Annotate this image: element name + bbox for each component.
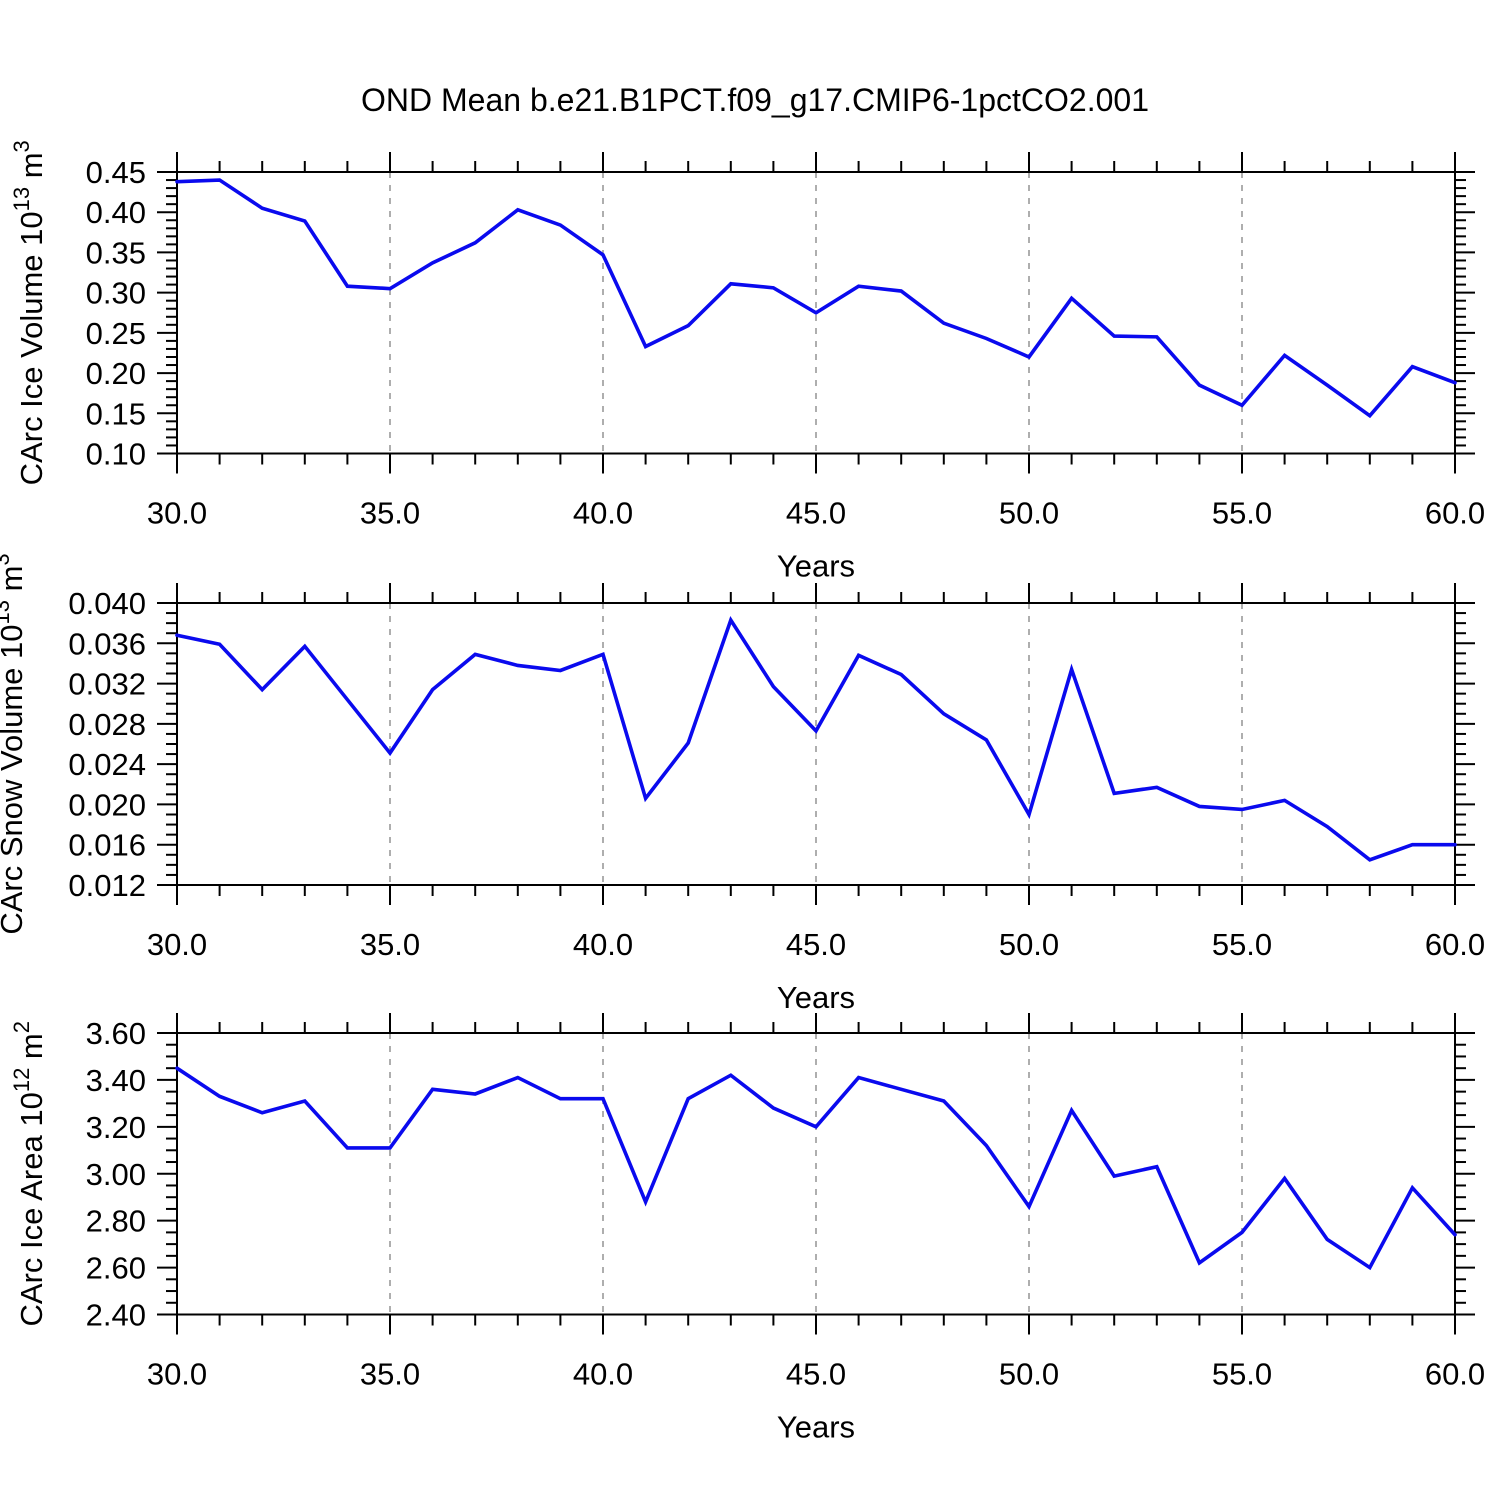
svg-text:0.040: 0.040 bbox=[68, 586, 146, 621]
y-tick-labels: 0.040 0.036 0.032 0.028 0.024 0.020 0.016 0.012 bbox=[68, 586, 146, 903]
data-line bbox=[175, 178, 1457, 419]
svg-text:0.036: 0.036 bbox=[68, 626, 146, 661]
plot-frame bbox=[176, 602, 1456, 886]
svg-text:50.0: 50.0 bbox=[999, 927, 1059, 962]
svg-text:60.0: 60.0 bbox=[1425, 927, 1485, 962]
ticks bbox=[157, 1013, 1475, 1335]
svg-text:60.0: 60.0 bbox=[1425, 1357, 1485, 1392]
svg-text:45.0: 45.0 bbox=[786, 1357, 846, 1392]
y-tick-labels: 3.60 3.40 3.20 3.00 2.80 2.60 2.40 bbox=[86, 1016, 146, 1333]
svg-text:0.25: 0.25 bbox=[86, 316, 146, 351]
svg-text:2.80: 2.80 bbox=[86, 1204, 146, 1239]
svg-text:40.0: 40.0 bbox=[573, 1357, 633, 1392]
x-tick-labels: 30.0 35.0 40.0 45.0 50.0 55.0 60.0 bbox=[147, 496, 1485, 531]
y-axis-title: CArc Snow Volume 1013 m3 bbox=[0, 553, 29, 934]
svg-text:55.0: 55.0 bbox=[1212, 927, 1272, 962]
x-axis-title: Years bbox=[777, 980, 855, 1015]
svg-text:30.0: 30.0 bbox=[147, 1357, 207, 1392]
svg-text:0.20: 0.20 bbox=[86, 356, 146, 391]
svg-text:0.10: 0.10 bbox=[86, 437, 146, 472]
ticks bbox=[157, 152, 1475, 474]
chart-title: OND Mean b.e21.B1PCT.f09_g17.CMIP6-1pctC… bbox=[361, 82, 1149, 118]
svg-text:45.0: 45.0 bbox=[786, 927, 846, 962]
svg-text:0.028: 0.028 bbox=[68, 707, 146, 742]
gridlines bbox=[389, 603, 1243, 885]
svg-text:0.45: 0.45 bbox=[86, 155, 146, 190]
svg-text:35.0: 35.0 bbox=[360, 1357, 420, 1392]
gridlines bbox=[389, 1033, 1243, 1315]
svg-text:50.0: 50.0 bbox=[999, 496, 1059, 531]
svg-text:0.15: 0.15 bbox=[86, 396, 146, 431]
svg-text:40.0: 40.0 bbox=[573, 496, 633, 531]
svg-text:0.032: 0.032 bbox=[68, 667, 146, 702]
svg-text:2.40: 2.40 bbox=[86, 1298, 146, 1333]
x-axis-title: Years bbox=[777, 1410, 855, 1445]
svg-text:0.020: 0.020 bbox=[68, 787, 146, 822]
svg-text:0.30: 0.30 bbox=[86, 276, 146, 311]
svg-text:35.0: 35.0 bbox=[360, 496, 420, 531]
x-axis-title: Years bbox=[777, 549, 855, 584]
plot-frame bbox=[176, 171, 1456, 455]
svg-text:3.40: 3.40 bbox=[86, 1063, 146, 1098]
ticks bbox=[157, 583, 1475, 905]
plot-frame bbox=[176, 1032, 1456, 1316]
svg-text:2.60: 2.60 bbox=[86, 1251, 146, 1286]
svg-text:0.012: 0.012 bbox=[68, 868, 146, 903]
svg-text:3.60: 3.60 bbox=[86, 1016, 146, 1051]
svg-text:30.0: 30.0 bbox=[147, 496, 207, 531]
svg-text:3.20: 3.20 bbox=[86, 1110, 146, 1145]
y-axis-title: CArc Ice Volume 1013 m3 bbox=[9, 140, 49, 485]
data-line bbox=[175, 616, 1457, 862]
x-tick-labels: 30.0 35.0 40.0 45.0 50.0 55.0 60.0 bbox=[147, 927, 1485, 962]
svg-text:45.0: 45.0 bbox=[786, 496, 846, 531]
y-tick-labels: 0.45 0.40 0.35 0.30 0.25 0.20 0.15 0.10 bbox=[86, 155, 146, 472]
svg-text:35.0: 35.0 bbox=[360, 927, 420, 962]
svg-text:0.016: 0.016 bbox=[68, 828, 146, 863]
data-line bbox=[175, 1066, 1457, 1271]
svg-text:0.35: 0.35 bbox=[86, 235, 146, 270]
svg-text:55.0: 55.0 bbox=[1212, 1357, 1272, 1392]
svg-text:40.0: 40.0 bbox=[573, 927, 633, 962]
x-tick-labels: 30.0 35.0 40.0 45.0 50.0 55.0 60.0 bbox=[147, 1357, 1485, 1392]
svg-text:50.0: 50.0 bbox=[999, 1357, 1059, 1392]
y-axis-title: CArc Ice Area 1012 m2 bbox=[9, 1021, 49, 1327]
svg-text:3.00: 3.00 bbox=[86, 1157, 146, 1192]
svg-text:55.0: 55.0 bbox=[1212, 496, 1272, 531]
svg-text:30.0: 30.0 bbox=[147, 927, 207, 962]
svg-text:0.024: 0.024 bbox=[68, 747, 146, 782]
svg-text:0.40: 0.40 bbox=[86, 195, 146, 230]
svg-text:60.0: 60.0 bbox=[1425, 496, 1485, 531]
